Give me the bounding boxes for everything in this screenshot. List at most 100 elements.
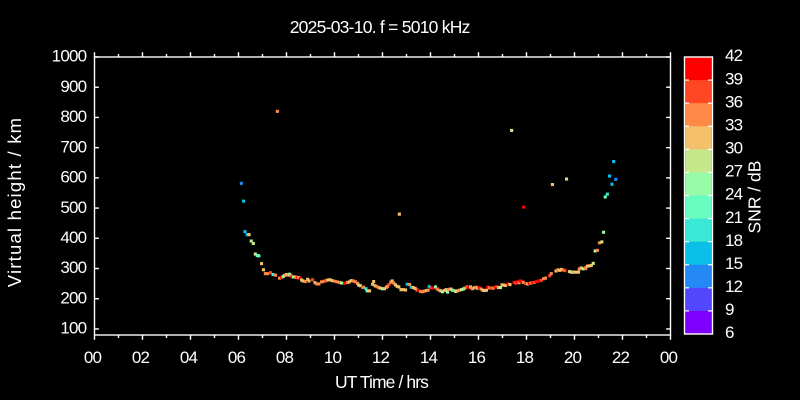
data-point xyxy=(612,160,616,164)
data-point xyxy=(345,280,349,284)
data-point xyxy=(439,289,443,293)
data-point xyxy=(526,282,530,286)
data-point xyxy=(500,283,504,287)
data-point xyxy=(446,290,450,294)
data-point xyxy=(378,286,382,290)
colorbar-tick-label: 12 xyxy=(725,277,743,296)
x-tick-label: 18 xyxy=(516,348,534,367)
colorbar-block xyxy=(685,149,712,173)
data-point xyxy=(377,286,381,290)
data-point xyxy=(510,128,514,132)
data-point xyxy=(589,263,593,267)
data-point xyxy=(387,283,391,287)
data-point xyxy=(585,264,589,268)
data-point xyxy=(294,275,298,279)
y-tick-label: 300 xyxy=(60,258,86,277)
data-point xyxy=(477,286,481,290)
data-point xyxy=(273,273,277,277)
data-point xyxy=(488,286,492,290)
data-point xyxy=(333,279,337,283)
data-point xyxy=(431,286,435,290)
data-point xyxy=(373,284,377,288)
data-point xyxy=(285,273,289,277)
plot-title: 2025-03-10. f = 5010 kHz xyxy=(289,17,471,38)
data-point xyxy=(349,279,353,283)
data-point xyxy=(548,274,552,278)
data-point xyxy=(282,273,286,277)
colorbar-label: SNR / dB xyxy=(744,160,764,233)
data-point xyxy=(416,289,420,293)
colorbar-block xyxy=(685,287,712,312)
data-point xyxy=(301,279,305,283)
data-point xyxy=(542,277,546,281)
data-point xyxy=(422,289,426,293)
colorbar-tick-label: 24 xyxy=(725,185,743,204)
data-point xyxy=(472,286,476,290)
data-point xyxy=(271,273,275,277)
data-point xyxy=(408,283,412,287)
data-point xyxy=(484,288,488,292)
data-point xyxy=(405,282,409,286)
data-point xyxy=(357,283,361,287)
data-point xyxy=(543,276,547,280)
data-point xyxy=(470,287,474,291)
x-tick-label: 06 xyxy=(228,348,246,367)
data-point xyxy=(561,268,565,272)
data-point xyxy=(413,286,417,290)
data-point xyxy=(275,109,279,113)
data-point xyxy=(242,199,246,203)
data-point xyxy=(491,286,495,290)
data-point xyxy=(401,288,405,292)
data-point xyxy=(419,289,423,293)
colorbar-tick-label: 6 xyxy=(725,323,734,342)
data-point xyxy=(420,290,424,294)
y-tick-labels: 1000 900 800 700 600 500 400 300 200 100 xyxy=(52,47,88,338)
data-point xyxy=(298,276,302,280)
data-point xyxy=(380,287,384,291)
data-point xyxy=(461,287,465,291)
data-point xyxy=(459,288,463,292)
data-point xyxy=(476,286,480,290)
data-point xyxy=(437,288,441,292)
colorbar-block xyxy=(685,57,712,81)
data-point xyxy=(261,268,265,272)
data-point xyxy=(320,280,324,284)
data-point xyxy=(506,282,510,286)
x-axis-label: UT Time / hrs xyxy=(335,372,429,393)
data-point xyxy=(481,288,485,292)
data-point xyxy=(524,282,528,286)
data-point xyxy=(522,205,526,209)
data-point xyxy=(247,233,251,237)
data-point xyxy=(424,289,428,293)
data-point xyxy=(347,280,351,284)
data-point xyxy=(434,285,438,289)
data-point xyxy=(382,287,386,291)
data-point xyxy=(497,286,501,290)
data-point xyxy=(454,289,458,293)
data-point xyxy=(278,276,282,280)
colorbar-block xyxy=(685,218,712,243)
colorbar-tick-label: 21 xyxy=(725,208,743,227)
x-tick-label: 10 xyxy=(324,348,342,367)
data-point xyxy=(365,289,369,293)
data-point xyxy=(371,282,375,286)
data-point xyxy=(605,192,609,196)
data-point xyxy=(386,284,390,288)
data-point xyxy=(591,261,595,265)
data-point xyxy=(539,278,543,282)
colorbar-tick-label: 15 xyxy=(725,254,743,273)
x-tick-label: 02 xyxy=(132,348,150,367)
y-tick-label: 400 xyxy=(60,228,86,247)
colorbar-tick-labels: 42 39 36 33 30 27 24 21 18 15 12 9 6 xyxy=(725,46,743,342)
y-tick-label: 200 xyxy=(60,288,86,307)
data-point xyxy=(442,289,446,293)
data-point xyxy=(527,281,531,285)
data-point xyxy=(368,289,372,293)
data-point xyxy=(556,268,560,272)
y-axis-label: Virtual height / km xyxy=(3,117,25,288)
data-point xyxy=(560,267,564,271)
data-point xyxy=(575,270,579,274)
data-point xyxy=(335,280,339,284)
data-point xyxy=(584,267,588,271)
